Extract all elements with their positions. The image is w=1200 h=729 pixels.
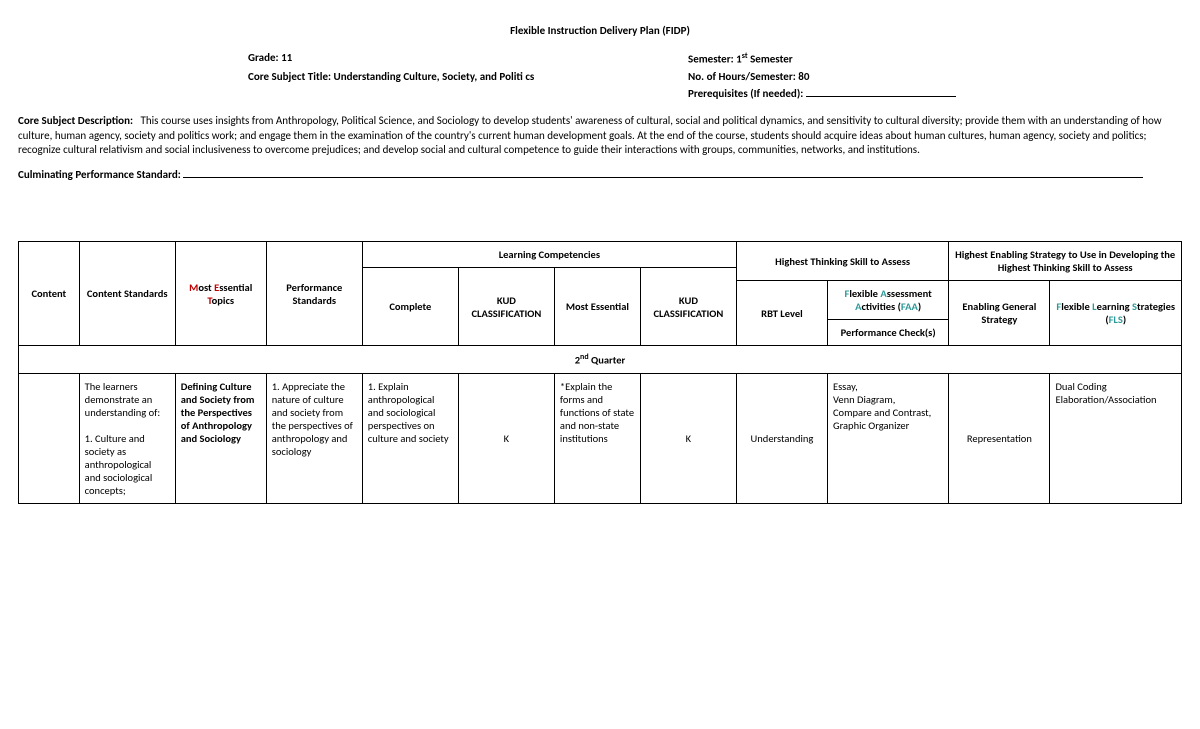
semester-label: Semester: 1st Semester xyxy=(688,51,793,66)
cps-line: Culminating Performance Standard: xyxy=(18,168,1182,181)
quarter-label: 2nd Quarter xyxy=(19,346,1182,374)
th-complete: Complete xyxy=(362,268,458,346)
cell-content xyxy=(19,373,80,503)
grade-label: Grade: 11 xyxy=(248,51,688,66)
th-met: Most Essential Topics xyxy=(175,242,266,346)
semester-text: Semester: 1 xyxy=(688,53,742,66)
description-block: Core Subject Description: This course us… xyxy=(18,114,1182,159)
cps-label: Culminating Performance Standard: xyxy=(18,168,183,181)
cell-most-essential: *Explain the forms and functions of stat… xyxy=(554,373,640,503)
th-perf-check: Performance Check(s) xyxy=(828,320,948,345)
meta-row-2: Core Subject Title: Understanding Cultur… xyxy=(18,70,1182,83)
met-m: M xyxy=(189,281,198,294)
desc-label: Core Subject Description: xyxy=(18,114,133,127)
th-egs: Enabling General Strategy xyxy=(949,281,1050,346)
faa-abbr: FAA xyxy=(901,300,918,313)
fls-abbr: FLS xyxy=(1109,313,1123,326)
cell-complete: 1. Explain anthropological and sociologi… xyxy=(362,373,458,503)
cell-egs: Representation xyxy=(949,373,1050,503)
met-r2: ssential xyxy=(219,281,252,294)
desc-text: This course uses insights from Anthropol… xyxy=(18,114,1162,157)
quarter-row: 2nd Quarter xyxy=(19,346,1182,374)
cell-perf: 1. Appreciate the nature of culture and … xyxy=(266,373,362,503)
q-sup: nd xyxy=(580,352,589,362)
prereq-blank xyxy=(806,96,956,97)
faa-close: ) xyxy=(918,300,921,313)
th-rbt: RBT Level xyxy=(736,281,827,346)
cps-blank xyxy=(183,177,1143,178)
prereq-label: Prerequisites (If needed): xyxy=(688,87,956,100)
th-content-standards: Content Standards xyxy=(79,242,175,346)
hours-label: No. of Hours/Semester: 80 xyxy=(688,70,809,83)
cell-kud1: K xyxy=(458,373,554,503)
met-r3: opics xyxy=(212,294,234,307)
fls-r2: earning xyxy=(1097,300,1132,313)
subject-label: Core Subject Title: Understanding Cultur… xyxy=(248,70,688,83)
th-kud1: KUD CLASSIFICATION xyxy=(458,268,554,346)
cell-content-standards: The learners demonstrate an understandin… xyxy=(79,373,175,503)
met-r1: ost xyxy=(198,281,214,294)
th-faa-perf: Flexible Assessment Activities (FAA) Per… xyxy=(827,281,948,346)
q-post: Quarter xyxy=(589,354,626,367)
th-highest-think: Highest Thinking Skill to Assess xyxy=(736,242,948,281)
meta-row-1: Grade: 11 Semester: 1st Semester xyxy=(18,51,1182,66)
data-row-1: The learners demonstrate an understandin… xyxy=(19,373,1182,503)
fls-r1: lexible xyxy=(1061,300,1092,313)
fls-close: ) xyxy=(1123,313,1126,326)
cell-rbt: Understanding xyxy=(736,373,827,503)
th-most-essential: Most Essential xyxy=(554,268,640,346)
th-perf-standards: Performance Standards xyxy=(266,242,362,346)
semester-tail: Semester xyxy=(748,53,793,66)
faa-r3: ctivities ( xyxy=(862,300,901,313)
th-fls: Flexible Learning Strategies (FLS) xyxy=(1050,281,1182,346)
cell-faa: Essay, Venn Diagram, Compare and Contras… xyxy=(827,373,948,503)
th-content: Content xyxy=(19,242,80,346)
th-learning-comp: Learning Competencies xyxy=(362,242,736,268)
fidp-table: Content Content Standards Most Essential… xyxy=(18,241,1182,504)
cell-kud2: K xyxy=(640,373,736,503)
faa-r2: ssessment xyxy=(887,287,932,300)
th-highest-enable: Highest Enabling Strategy to Use in Deve… xyxy=(949,242,1182,281)
cell-met: Defining Culture and Society from the Pe… xyxy=(175,373,266,503)
faa-r1: lexible xyxy=(849,287,880,300)
prereq-text: Prerequisites (If needed): xyxy=(688,87,806,100)
cell-fls: Dual Coding Elaboration/Association xyxy=(1050,373,1182,503)
document-title: Flexible Instruction Delivery Plan (FIDP… xyxy=(18,24,1182,37)
meta-row-3: Prerequisites (If needed): xyxy=(18,87,1182,100)
th-kud2: KUD CLASSIFICATION xyxy=(640,268,736,346)
